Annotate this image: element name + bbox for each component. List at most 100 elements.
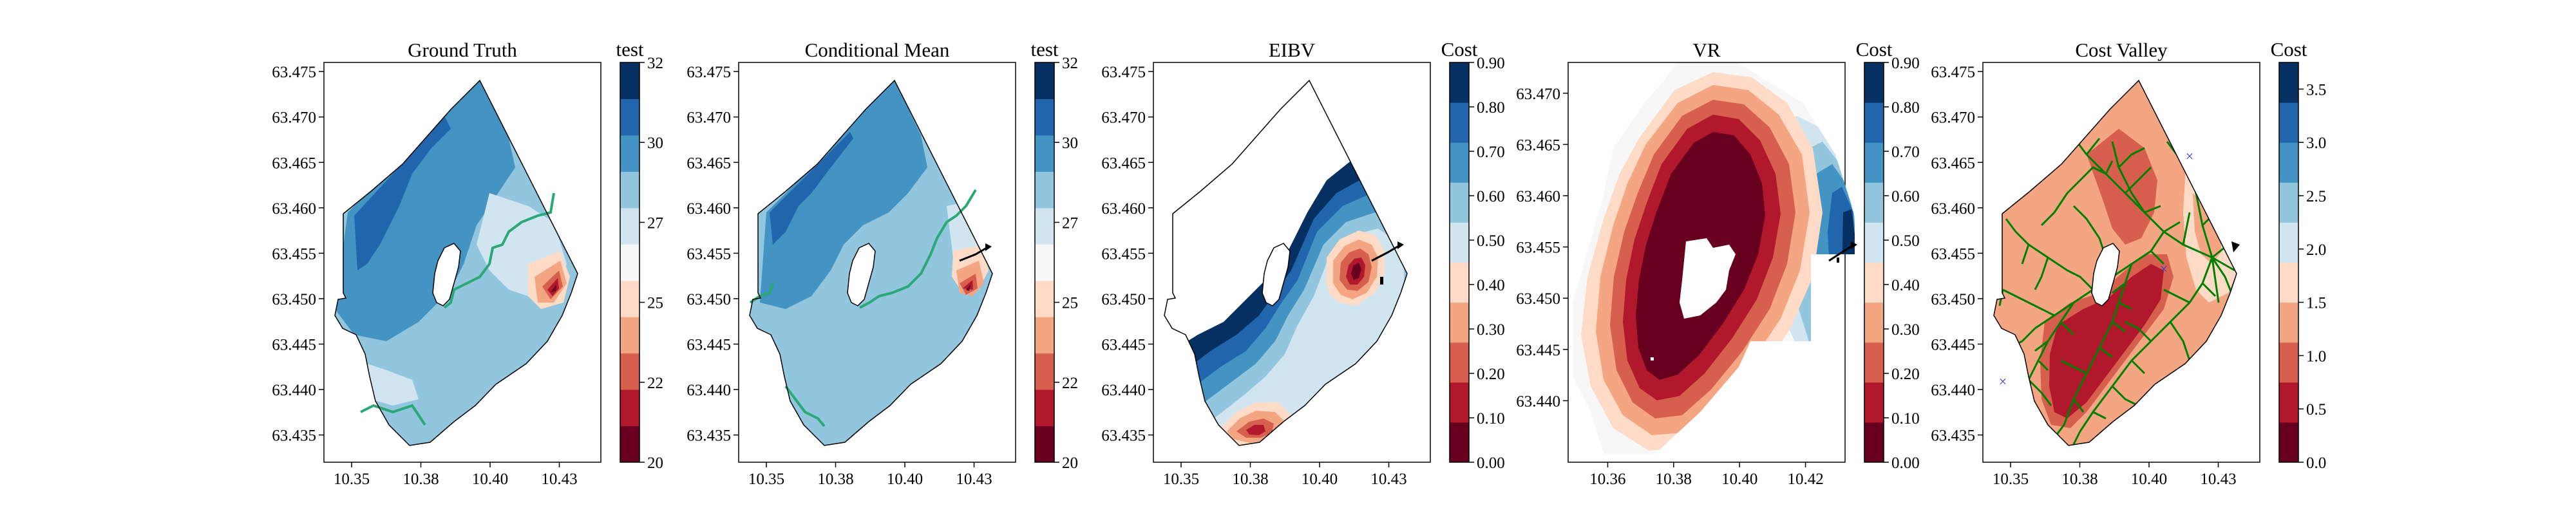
colorbar-band xyxy=(1864,62,1884,103)
colorbar-band xyxy=(1450,142,1469,183)
colorbar-band xyxy=(1450,222,1469,263)
colorbar-band xyxy=(1450,382,1469,423)
colorbar-tick-label: 0.80 xyxy=(1891,99,1920,117)
colorbar-band xyxy=(1450,342,1469,383)
y-tick-label: 63.460 xyxy=(1931,200,1975,218)
colorbar-band xyxy=(2279,262,2298,303)
y-tick-label: 63.470 xyxy=(687,109,731,127)
contour-line xyxy=(859,189,977,309)
x-tick-label: 10.40 xyxy=(1721,471,1757,488)
vehicle-trajectory xyxy=(959,247,987,262)
vehicle-trajectory xyxy=(1371,245,1399,262)
y-tick-label: 63.435 xyxy=(272,427,316,445)
colorbar-band xyxy=(620,207,639,245)
colorbar-band xyxy=(1035,207,1054,245)
colorbar-tick-label: 25 xyxy=(647,295,663,312)
colorbar-tick-label: 0.60 xyxy=(1891,188,1920,205)
y-tick-label: 63.465 xyxy=(1931,154,1975,172)
colorbar-band xyxy=(2279,422,2298,463)
y-ticks: 63.435 63.440 63.445 63.450 63.455 63.460 63.4… xyxy=(687,64,739,445)
y-tick-label: 63.470 xyxy=(1931,109,1975,127)
colorbar-tick-label: 30 xyxy=(647,135,663,152)
colorbar-tick-label: 22 xyxy=(647,375,663,392)
island xyxy=(1262,243,1291,306)
colorbar-band xyxy=(620,171,639,209)
colorbar-band xyxy=(620,98,639,136)
waypoint-marker: × xyxy=(1999,373,2007,389)
colorbar-band xyxy=(1864,142,1884,183)
colorbar-band xyxy=(2279,342,2298,383)
y-tick-label: 63.460 xyxy=(1516,188,1560,205)
x-tick-label: 10.40 xyxy=(2131,471,2167,488)
x-tick-label: 10.35 xyxy=(334,471,370,488)
colorbar-band xyxy=(2279,302,2298,343)
colorbar-tick-label: 0.00 xyxy=(1477,454,1505,472)
colorbar-tick-label: 0.40 xyxy=(1477,277,1505,294)
vehicle-heading-marker xyxy=(2231,241,2240,252)
colorbar-tick-label: 0.30 xyxy=(1891,321,1920,339)
y-tick-label: 63.440 xyxy=(687,382,731,399)
colorbar-band xyxy=(1864,342,1884,383)
panel-title: Ground Truth xyxy=(408,39,517,61)
contour-line xyxy=(443,192,555,309)
y-tick-label: 63.455 xyxy=(1516,239,1560,257)
y-tick-label: 63.450 xyxy=(272,291,316,308)
x-ticks: 10.35 10.38 10.40 10.43 xyxy=(334,462,578,488)
x-tick-label: 10.38 xyxy=(402,471,439,488)
colorbar-band xyxy=(1864,182,1884,223)
colorbar-band xyxy=(620,317,639,354)
lake-boundary xyxy=(1164,79,1408,446)
colorbar-label: test xyxy=(616,38,643,61)
colorbar-band xyxy=(620,389,639,427)
x-tick-label: 10.38 xyxy=(2061,471,2098,488)
x-tick-label: 10.42 xyxy=(1787,471,1823,488)
colorbar-frame xyxy=(1034,62,1055,463)
y-tick-label: 63.470 xyxy=(1101,109,1146,127)
candidate-location xyxy=(1380,277,1383,285)
colorbar-tick-label: 0.80 xyxy=(1477,99,1505,117)
y-tick-label: 63.450 xyxy=(687,291,731,308)
colorbar-band xyxy=(1035,389,1054,427)
colorbar-tick-label: 0.90 xyxy=(1477,55,1505,72)
x-tick-label: 10.36 xyxy=(1589,471,1625,488)
panel-title: Conditional Mean xyxy=(805,39,950,61)
x-tick-label: 10.40 xyxy=(1302,471,1338,488)
contour-line xyxy=(784,385,826,427)
colorbar-band xyxy=(1864,422,1884,463)
panel-title: VR xyxy=(1692,39,1720,61)
candidate-location xyxy=(1651,357,1654,360)
y-ticks: 63.435 63.440 63.445 63.450 63.455 63.460 63.4… xyxy=(272,64,324,445)
waypoint-marker: × xyxy=(2160,261,2168,277)
colorbar: Cost 0.00 0.10 0.20 0.30 0.40 0.50 0.60 0.70 0.80… xyxy=(1441,38,1505,472)
y-tick-label: 63.440 xyxy=(1931,382,1975,399)
y-tick-label: 63.460 xyxy=(687,200,731,218)
colorbar: test 20 22 25 27 30 32 xyxy=(616,38,663,472)
x-tick-label: 10.40 xyxy=(472,471,508,488)
colorbar-band xyxy=(620,62,639,99)
y-tick-label: 63.445 xyxy=(1931,337,1975,354)
vehicle-heading-marker xyxy=(1397,241,1404,249)
colorbar-tick-label: 3.0 xyxy=(2306,135,2326,152)
y-tick-label: 63.445 xyxy=(1516,342,1560,359)
colorbar-band xyxy=(1035,98,1054,136)
y-ticks: 63.435 63.440 63.445 63.450 63.455 63.460 63.4… xyxy=(1101,64,1153,445)
y-tick-label: 63.475 xyxy=(272,64,316,81)
colorbar-tick-label: 3.5 xyxy=(2306,81,2326,98)
colorbar-tick-label: 27 xyxy=(647,214,663,232)
axes-frame xyxy=(1982,62,2260,463)
colorbar-tick-label: 0.20 xyxy=(1477,366,1505,383)
panel-vr: VR 10.36 10.38 10.40 10.42 63.44063.44563.4… xyxy=(1516,38,1920,488)
colorbar-band xyxy=(1035,280,1054,317)
colorbar: test 20 22 25 27 30 32 xyxy=(1030,38,1078,472)
colorbar-tick-label: 0.50 xyxy=(1891,232,1920,250)
colorbar-band xyxy=(620,280,639,317)
colorbar-band xyxy=(1035,62,1054,99)
vehicle-heading-marker xyxy=(985,243,992,251)
colorbar: Cost 0.00 0.10 0.20 0.30 0.40 0.50 0.60 0.70 0.80… xyxy=(1856,38,1920,472)
y-tick-label: 63.455 xyxy=(1101,245,1146,263)
colorbar-tick-label: 0.50 xyxy=(1477,232,1505,250)
colorbar-band xyxy=(1864,102,1884,143)
x-tick-label: 10.35 xyxy=(1993,471,2029,488)
candidate-location xyxy=(1837,258,1839,263)
colorbar-frame xyxy=(620,62,640,463)
